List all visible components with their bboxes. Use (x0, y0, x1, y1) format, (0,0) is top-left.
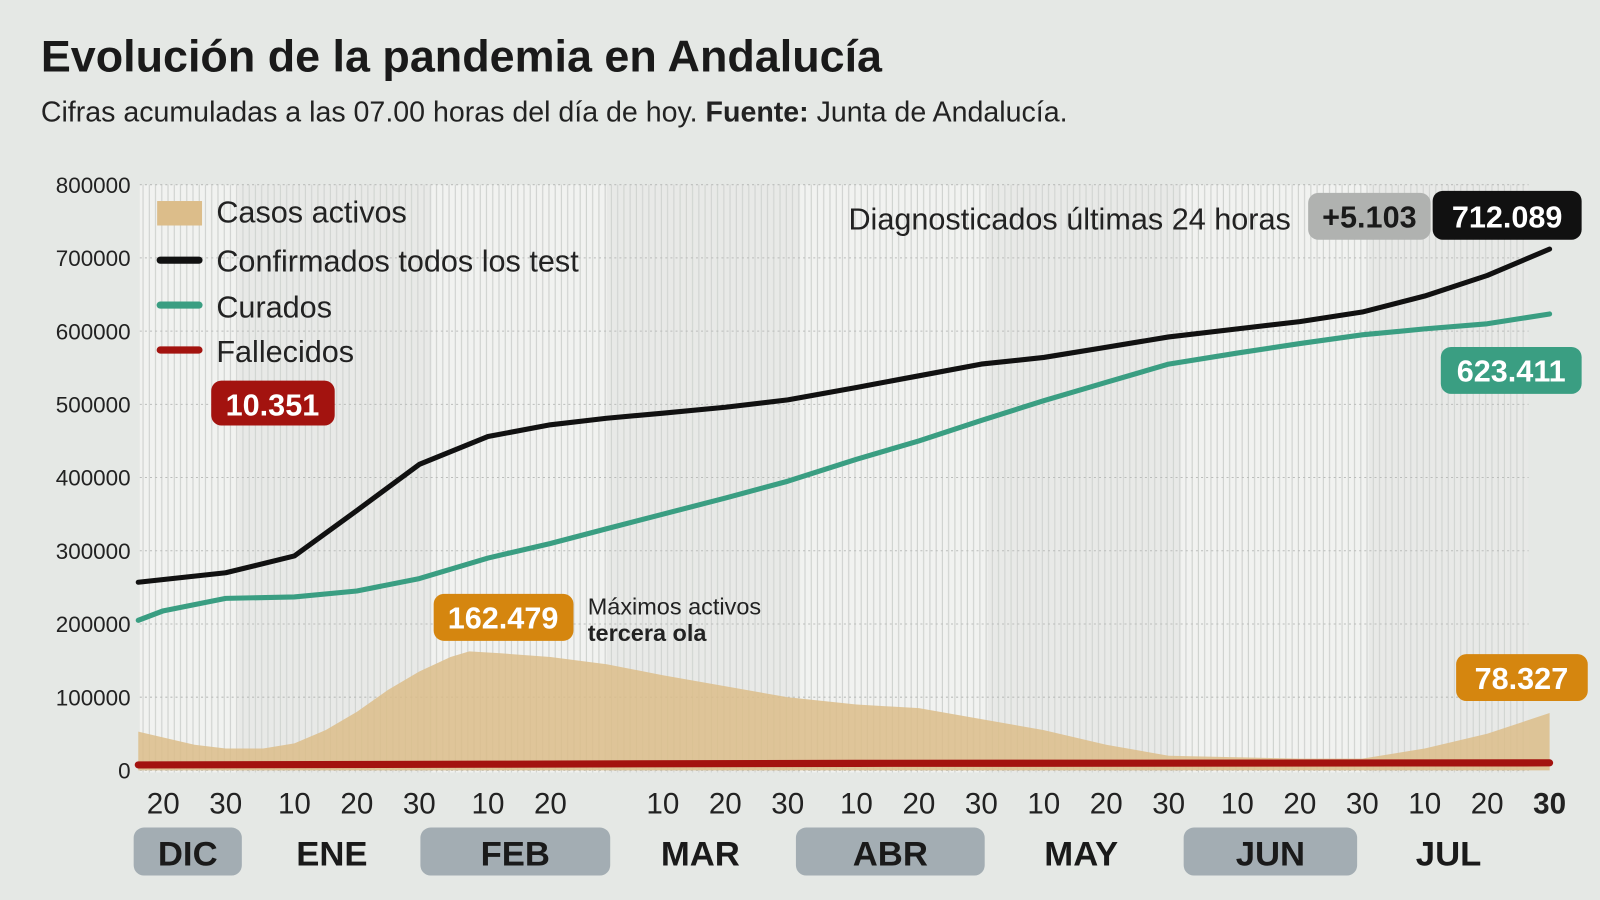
x-tick-label: 30 (403, 787, 436, 820)
y-axis: 800000 700000 600000 500000 400000 300000 2000… (56, 173, 131, 784)
x-tick-label: 10 (1221, 787, 1254, 820)
y-tick-label: 300000 (56, 539, 131, 564)
series-casos-activos (138, 651, 1550, 771)
x-tick-label: 20 (1090, 787, 1123, 820)
y-tick-label: 800000 (56, 173, 131, 198)
x-tick-label: 20 (340, 787, 373, 820)
month-label: MAR (661, 835, 740, 873)
y-tick-label: 600000 (56, 319, 131, 344)
x-tick-label: 10 (472, 787, 505, 820)
x-tick-label: 20 (902, 787, 935, 820)
month-pill (420, 827, 611, 876)
x-tick-label: 10 (840, 787, 873, 820)
activos-max-note-bold: tercera ola (588, 620, 708, 646)
x-tick-label: 10 (1408, 787, 1441, 820)
activos-max-note: Máximos activos (588, 593, 761, 619)
x-tick-label: 10 (1027, 787, 1060, 820)
confirmados-total-badge: 712.089 (1432, 190, 1582, 240)
legend: Casos activos Confirmados todos los test… (156, 195, 579, 369)
y-tick-label: 200000 (56, 612, 131, 637)
x-tick-label: 30 (1152, 787, 1185, 820)
series-confirmados (135, 246, 1553, 585)
x-tick-label: 30 (771, 787, 804, 820)
diagnosticados-label: Diagnosticados últimas 24 horas (848, 203, 1290, 237)
month-pill (133, 827, 242, 876)
month-label: ENE (296, 835, 367, 873)
series-layer (134, 246, 1554, 771)
fallecidos-total-badge: 10.351 (211, 380, 335, 426)
legend-label-fallecidos: Fallecidos (216, 335, 354, 369)
x-tick-label: 20 (1283, 787, 1316, 820)
x-tick-label: 20 (709, 787, 742, 820)
series-curados (135, 311, 1553, 623)
month-label: DIC (158, 835, 218, 873)
svg-text:162.479: 162.479 (448, 602, 559, 636)
x-tick-label: 30 (1346, 787, 1379, 820)
curados-total-badge: 623.411 (1440, 346, 1582, 394)
month-label: ABR (853, 835, 928, 873)
x-tick-label: 30 (1533, 787, 1566, 820)
x-tick-label: 20 (147, 787, 180, 820)
month-label: JUN (1236, 835, 1305, 873)
series-fallecidos (134, 759, 1554, 769)
activos-max-badge: 162.479 (433, 593, 574, 641)
svg-text:10.351: 10.351 (226, 388, 320, 422)
month-pill (1183, 827, 1358, 876)
month-label: MAY (1044, 835, 1118, 873)
plot-background (139, 184, 1529, 773)
y-tick-label: 500000 (56, 393, 131, 418)
y-tick-label: 400000 (56, 466, 131, 491)
x-axis: 20 30 10 20 30 10 20 10 20 30 10 20 30 10 20 30 10 20 30 10… (133, 787, 1566, 876)
x-tick-label: 30 (209, 787, 242, 820)
x-tick-label: 10 (278, 787, 311, 820)
svg-text:+5.103: +5.103 (1322, 201, 1416, 235)
svg-text:623.411: 623.411 (1457, 355, 1566, 389)
x-tick-label: 30 (965, 787, 998, 820)
legend-swatch-activos (157, 201, 203, 226)
month-pill (795, 827, 985, 876)
x-tick-label: 10 (646, 787, 679, 820)
y-tick-label: 100000 (56, 685, 131, 710)
month-band (987, 184, 1182, 773)
subtitle: Cifras acumuladas a las 07.00 horas del … (41, 96, 1068, 128)
x-tick-label: 20 (1471, 787, 1504, 820)
legend-label-activos: Casos activos (216, 195, 407, 229)
svg-text:712.089: 712.089 (1452, 201, 1563, 235)
plot-area (139, 184, 1529, 773)
y-tick-label: 700000 (56, 246, 131, 271)
legend-label-curados: Curados (216, 290, 332, 324)
page-title: Evolución de la pandemia en Andalucía (41, 30, 883, 81)
diagnosticados-delta-badge: +5.103 (1308, 192, 1431, 240)
y-tick-label: 0 (118, 759, 130, 784)
legend-label-confirmados: Confirmados todos los test (216, 244, 579, 278)
x-tick-label: 20 (534, 787, 567, 820)
month-label: FEB (481, 835, 550, 873)
month-label: JUL (1416, 835, 1482, 873)
svg-text:78.327: 78.327 (1475, 662, 1569, 696)
activos-actual-badge: 78.327 (1456, 654, 1588, 702)
